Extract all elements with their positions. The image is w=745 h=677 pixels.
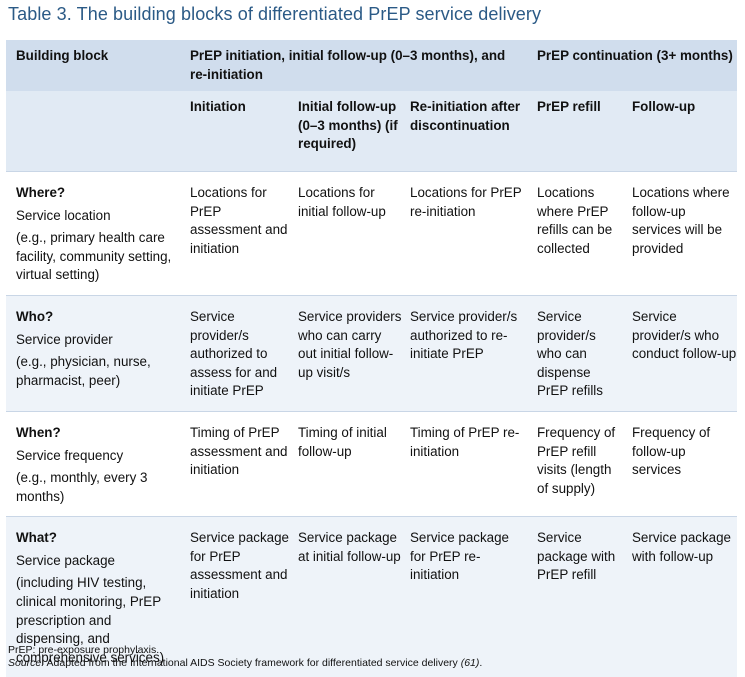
- row-question: When?: [16, 424, 61, 440]
- table-cell: Service package at initial follow-up: [290, 516, 402, 677]
- footnote-abbreviation: PrEP: pre-exposure prophylaxis.: [8, 644, 160, 656]
- source-label: Source:: [8, 657, 45, 669]
- building-blocks-table: Building block PrEP initiation, initial …: [6, 40, 738, 677]
- building-blocks-table-container: Building block PrEP initiation, initial …: [6, 40, 738, 677]
- header-reinitiation: Re-initiation after discontinuation: [402, 91, 523, 172]
- row-label: Service location: [16, 207, 111, 223]
- row-question: What?: [16, 530, 57, 546]
- header-row-groups: Building block PrEP initiation, initial …: [6, 40, 738, 92]
- source-text: Adapted from the International AIDS Soci…: [44, 657, 461, 669]
- row-example: (including HIV testing, clinical monitor…: [16, 575, 165, 665]
- table-cell: Timing of PrEP assessment and initiation: [178, 410, 290, 517]
- header-group-initiation: PrEP initiation, initial follow-up (0–3 …: [178, 40, 523, 92]
- row-label-cell: When? Service frequency (e.g., monthly, …: [6, 410, 178, 517]
- table-cell: Service package for PrEP assessment and …: [178, 516, 290, 677]
- row-label: Service frequency: [16, 447, 124, 463]
- table-cell: Service package with PrEP refill: [523, 516, 624, 677]
- header-building-block: Building block: [6, 40, 178, 92]
- header-row-subcolumns: Initiation Initial follow-up (0–3 months…: [6, 91, 738, 172]
- table-cell: Frequency of PrEP refill visits (length …: [523, 410, 624, 517]
- row-question: Who?: [16, 308, 54, 324]
- table-cell: Locations where PrEP refills can be coll…: [537, 184, 613, 256]
- table-row: When? Service frequency (e.g., monthly, …: [6, 410, 738, 517]
- table-cell: Locations for initial follow-up: [298, 184, 386, 219]
- source-reference: (61): [460, 657, 480, 669]
- table-cell: Locations for PrEP re-initiation: [410, 184, 522, 219]
- table-cell: Timing of PrEP re-initiation: [402, 410, 523, 517]
- table-cell: Timing of initial follow-up: [290, 410, 402, 517]
- table-cell: Service provider/s who conduct follow-up: [624, 294, 738, 412]
- header-initial-followup: Initial follow-up (0–3 months) (if requi…: [290, 91, 402, 172]
- row-question: Where?: [16, 184, 66, 200]
- row-label-cell: Where? Service location (e.g., primary h…: [6, 171, 178, 295]
- source-end: .: [479, 657, 483, 669]
- table-row: Who? Service provider (e.g., physician, …: [6, 294, 738, 412]
- table-row: What? Service package (including HIV tes…: [6, 516, 738, 677]
- row-label-cell: What? Service package (including HIV tes…: [6, 516, 178, 677]
- table-cell: Service provider/s authorized to assess …: [178, 294, 290, 412]
- table-cell: Service package for PrEP re-initiation: [402, 516, 523, 677]
- row-example: (e.g., primary health care facility, com…: [16, 230, 172, 283]
- table-cell: Locations for PrEP assessment and initia…: [190, 184, 288, 256]
- table-cell: Service provider/s who can dispense PrEP…: [523, 294, 624, 412]
- row-example: (e.g., physician, nurse, pharmacist, pee…: [16, 354, 151, 388]
- header-prep-refill: PrEP refill: [523, 91, 624, 172]
- row-label: Service provider: [16, 331, 113, 347]
- table-title: Table 3. The building blocks of differen…: [8, 4, 542, 24]
- row-label-cell: Who? Service provider (e.g., physician, …: [6, 294, 178, 412]
- header-followup: Follow-up: [624, 91, 738, 172]
- table-cell: Service provider/s authorized to re-init…: [402, 294, 523, 412]
- table-row: Where? Service location (e.g., primary h…: [6, 171, 737, 295]
- header-initiation: Initiation: [178, 91, 290, 172]
- table-cell: Frequency of follow-up services: [624, 410, 738, 517]
- table-cell: Locations where follow-up services will …: [632, 184, 730, 256]
- header-group-continuation: PrEP continuation (3+ months): [523, 40, 738, 92]
- footnote-source: Source: Adapted from the International A…: [8, 656, 482, 670]
- row-label: Service package: [16, 552, 115, 568]
- header-empty: [6, 91, 178, 172]
- row-example: (e.g., monthly, every 3 months): [16, 470, 148, 504]
- table-cell: Service providers who can carry out init…: [290, 294, 402, 412]
- table-cell: Service package with follow-up: [624, 516, 738, 677]
